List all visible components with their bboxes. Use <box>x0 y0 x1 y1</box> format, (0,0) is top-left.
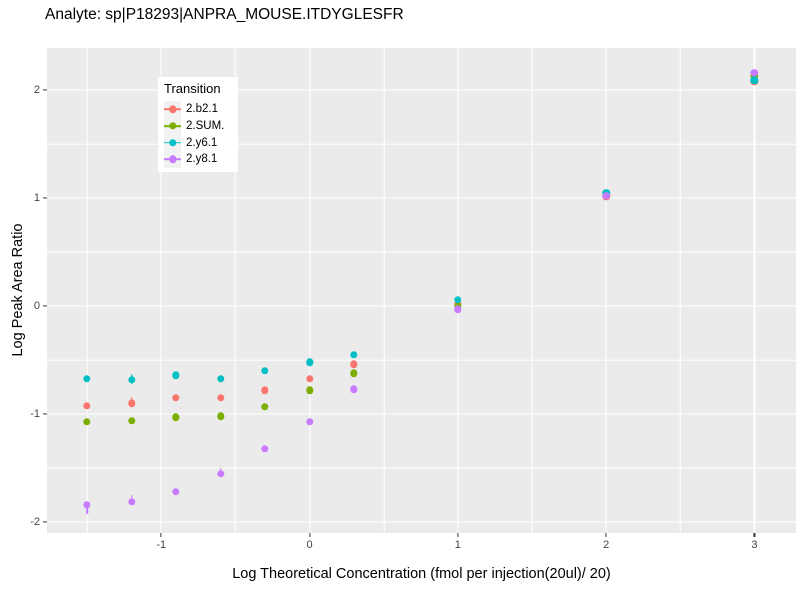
data-point <box>261 402 269 411</box>
x-tick-label: 1 <box>454 539 461 551</box>
data-point <box>127 375 136 384</box>
legend-item: 2.y6.1 <box>164 134 238 152</box>
data-point <box>216 374 225 383</box>
y-tick-label: 1 <box>33 192 40 205</box>
data-point <box>127 416 136 425</box>
x-tick-mark <box>605 533 607 537</box>
legend-item: 2.y8.1 <box>164 150 238 168</box>
x-tick-label: 0 <box>306 539 313 551</box>
gridline-minor-vertical <box>235 48 236 533</box>
y-tick-label: 0 <box>33 300 40 313</box>
gridline-minor-horizontal <box>47 467 796 469</box>
data-point <box>350 360 358 369</box>
legend-point-swatch <box>168 105 177 114</box>
data-point <box>261 367 269 375</box>
data-point <box>172 488 180 496</box>
data-point <box>127 497 136 506</box>
data-point <box>350 385 358 394</box>
legend-point-swatch <box>168 155 177 164</box>
gridline-major-vertical <box>308 48 311 533</box>
data-point <box>305 418 314 426</box>
gridline-minor-vertical <box>383 48 384 533</box>
gridline-major-horizontal <box>47 305 796 307</box>
legend-key <box>164 100 181 118</box>
data-point <box>305 358 314 367</box>
gridline-major-vertical <box>160 48 162 533</box>
data-point <box>454 295 462 304</box>
x-tick-mark <box>308 533 311 537</box>
data-point <box>83 418 91 426</box>
y-tick-mark <box>43 521 47 523</box>
legend-item: 2.b2.1 <box>164 100 238 118</box>
data-point <box>350 369 358 377</box>
gridline-major-vertical <box>457 48 459 533</box>
data-point <box>216 469 225 478</box>
plot-title: Analyte: sp|P18293|ANPRA_MOUSE.ITDYGLESF… <box>45 6 404 23</box>
legend-key <box>164 150 181 168</box>
y-axis-title: Log Peak Area Ratio <box>10 223 26 357</box>
data-point <box>350 351 358 359</box>
x-tick-label: -1 <box>156 539 167 551</box>
gridline-minor-vertical <box>531 48 533 533</box>
x-tick-mark <box>753 533 756 537</box>
gridline-major-horizontal <box>47 521 796 523</box>
data-point <box>172 394 180 402</box>
legend-items: 2.b2.1 2.SUM. 2.y6.1 2.y8.1 <box>164 100 238 168</box>
data-point <box>261 445 269 453</box>
gridline-minor-vertical <box>680 48 681 533</box>
legend-key <box>164 134 181 152</box>
legend-item: 2.SUM. <box>164 117 238 135</box>
data-point <box>83 401 91 410</box>
y-tick-label: -2 <box>30 516 40 529</box>
x-tick-label: 2 <box>603 539 610 551</box>
gridline-major-vertical <box>753 48 756 533</box>
legend-item-label: 2.y8.1 <box>186 153 218 166</box>
x-tick-mark <box>160 533 162 537</box>
data-point <box>305 386 314 395</box>
legend-point-swatch <box>168 122 177 130</box>
legend-key <box>164 117 181 135</box>
data-point <box>750 69 759 77</box>
y-tick-mark <box>43 89 47 91</box>
data-point <box>454 305 462 314</box>
data-point <box>305 374 314 383</box>
gridline-major-horizontal <box>47 89 796 91</box>
x-tick-mark <box>457 533 459 537</box>
x-tick-label: 3 <box>751 539 758 551</box>
legend-title: Transition <box>164 81 221 96</box>
gridline-minor-vertical <box>86 48 88 533</box>
gridline-minor-horizontal <box>47 359 796 361</box>
data-point <box>172 413 180 422</box>
y-tick-mark <box>43 305 47 307</box>
legend-item-label: 2.b2.1 <box>186 103 218 116</box>
gridline-minor-horizontal <box>47 251 796 253</box>
gridline-major-horizontal <box>47 413 796 415</box>
data-point <box>750 76 759 85</box>
gridline-major-vertical <box>605 48 607 533</box>
data-point <box>216 394 225 402</box>
gridline-major-horizontal <box>47 197 796 199</box>
data-point <box>172 371 180 379</box>
legend: Transition 2.b2.1 2.SUM. 2.y6.1 2.y8.1 <box>158 77 238 172</box>
data-point <box>216 412 225 421</box>
y-tick-mark <box>43 197 47 199</box>
data-point <box>83 374 91 383</box>
y-tick-label: -1 <box>30 408 40 421</box>
legend-item-label: 2.SUM. <box>186 120 225 133</box>
data-point <box>83 501 91 509</box>
data-point <box>602 192 610 200</box>
legend-point-swatch <box>168 139 177 147</box>
data-point <box>261 386 269 395</box>
legend-item-label: 2.y6.1 <box>186 136 218 149</box>
gridline-minor-horizontal <box>47 143 796 145</box>
y-tick-mark <box>43 413 47 415</box>
data-point <box>127 399 136 408</box>
x-axis-title: Log Theoretical Concentration (fmol per … <box>232 566 611 582</box>
y-tick-label: 2 <box>33 84 40 97</box>
